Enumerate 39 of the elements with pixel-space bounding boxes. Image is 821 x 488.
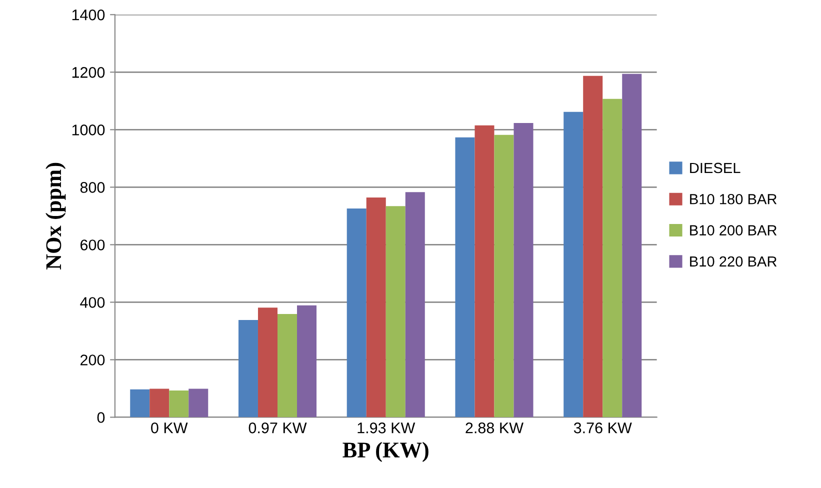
bar	[622, 74, 642, 418]
bar	[366, 198, 386, 418]
x-axis-title: BP (KW)	[342, 442, 428, 462]
legend-label: DIESEL	[690, 162, 740, 174]
bar	[297, 305, 317, 418]
legend-label: B10 220 BAR	[690, 256, 777, 267]
x-tick-label: 3.76 KW	[574, 422, 632, 434]
bar	[514, 123, 534, 418]
x-tick-label: 0.97 KW	[248, 422, 307, 434]
y-tick-label: 0	[97, 412, 105, 423]
bar	[583, 76, 603, 418]
y-tick-label: 600	[80, 240, 105, 250]
bar	[169, 390, 189, 418]
y-tick-label: 800	[80, 182, 105, 193]
bar	[188, 388, 208, 418]
x-tick-label: 1.93 KW	[358, 422, 416, 434]
bar	[130, 389, 150, 418]
legend-label: B10 180 BAR	[690, 194, 777, 204]
y-tick-label: 1400	[72, 10, 105, 20]
legend-label: B10 200 BAR	[690, 225, 777, 236]
bar	[150, 388, 170, 418]
x-tick-label: 0 KW	[151, 422, 188, 434]
bar	[258, 308, 278, 418]
y-tick-label: 200	[80, 354, 105, 366]
bar	[405, 192, 425, 418]
y-tick-label: 1000	[72, 124, 105, 136]
bar	[602, 98, 622, 418]
y-tick-label: 1200	[72, 67, 105, 78]
bar	[386, 206, 406, 418]
y-axis-title: NOx (ppm)	[46, 162, 66, 270]
bar	[238, 320, 258, 418]
bar	[278, 314, 298, 418]
bar	[474, 125, 494, 418]
bar	[346, 208, 366, 418]
bar	[564, 112, 584, 418]
bar	[494, 134, 514, 418]
y-tick-label: 400	[80, 297, 105, 308]
x-tick-label: 2.88 KW	[466, 422, 524, 434]
bar	[455, 137, 475, 418]
